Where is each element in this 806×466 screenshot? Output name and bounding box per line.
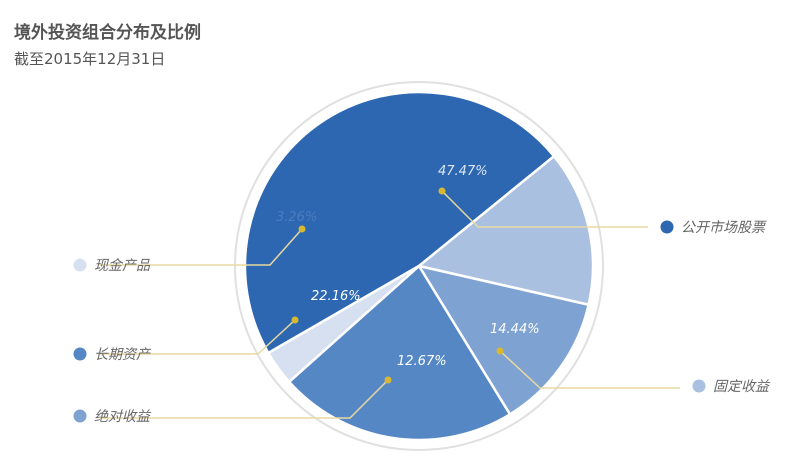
legend-marker [73,258,87,272]
chart-title: 境外投资组合分布及比例 [14,23,201,43]
leader-marker [298,225,306,233]
legend-marker [660,220,674,234]
leader-line [499,350,680,389]
leader-marker [438,187,446,195]
leader-marker [496,347,504,355]
leader-lines [100,187,680,419]
legend-label: 绝对收益 [94,409,152,425]
slice-percentage-label: 22.16% [311,289,361,304]
legend-marker [73,409,87,423]
leader-line [100,379,389,419]
leader-line [100,228,303,266]
leader-line [441,190,648,228]
slice-percentage-label: 3.26% [276,210,317,225]
pie-slices [243,90,595,442]
leader-line [100,319,296,355]
pie-slice [243,90,556,355]
legend-marker [692,379,706,393]
pie-slice [287,264,512,442]
leader-marker [384,376,392,384]
slice-percentage-label: 47.47% [438,164,488,179]
chart-subtitle: 截至2015年12月31日 [14,50,166,68]
legend-label: 长期资产 [94,347,152,363]
leader-marker [291,316,299,324]
percentage-labels: 47.47% 14.44% 12.67% 22.16% 3.26% [276,164,540,369]
pie-slice [267,264,421,384]
pie-slice [417,264,590,416]
legend-label: 现金产品 [94,258,151,274]
legend-label: 固定收益 [713,379,771,395]
slice-percentage-label: 12.67% [397,354,447,369]
legend-label: 公开市场股票 [681,220,767,236]
legend-marker [73,347,87,361]
slice-percentage-label: 14.44% [490,322,540,337]
